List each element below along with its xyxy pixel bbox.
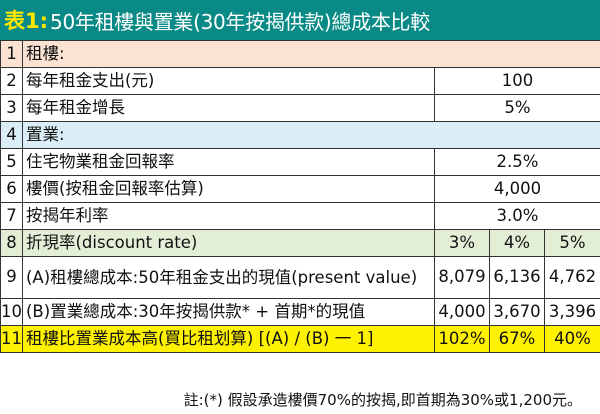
row-label: 按揭年利率: [22, 202, 435, 230]
row-label: 租樓比置業成本高(買比租划算) [(A) / (B) 一 1]: [22, 325, 435, 353]
cost-comparison-table: 1 租樓: 2 每年租金支出(元) 100 3 每年租金增長 5% 4 置業: …: [0, 40, 600, 353]
row-label: 每年租金支出(元): [22, 67, 435, 95]
row-label: 每年租金增長: [22, 94, 435, 122]
discount-rate-cell: 3%: [434, 229, 490, 257]
row-label: 住宅物業租金回報率: [22, 148, 435, 176]
title-text: 50年租樓與置業(30年按揭供款)總成本比較: [50, 9, 430, 34]
result-cell: 67%: [489, 325, 545, 353]
row-number: 11: [0, 325, 23, 353]
row-number: 10: [0, 298, 23, 326]
table-title: 表1: 50年租樓與置業(30年按揭供款)總成本比較: [0, 0, 600, 40]
row-number: 7: [0, 202, 23, 230]
value-cell: 3,396: [544, 298, 600, 326]
row-label: (A)租樓總成本:50年租金支出的現值(present value): [22, 256, 435, 299]
value-cell: 4,000: [434, 298, 490, 326]
table-row: 10 (B)置業總成本:30年按揭供款* + 首期*的現值 4,000 3,67…: [0, 298, 600, 326]
discount-rate-cell: 5%: [544, 229, 600, 257]
row-number: 8: [0, 229, 23, 257]
table-number: 表1:: [4, 9, 49, 33]
table-row: 2 每年租金支出(元) 100: [0, 67, 600, 95]
table-row: 11 租樓比置業成本高(買比租划算) [(A) / (B) 一 1] 102% …: [0, 325, 600, 353]
table-row: 6 樓價(按租金回報率估算) 4,000: [0, 175, 600, 203]
result-cell: 102%: [434, 325, 490, 353]
result-cell: 40%: [544, 325, 600, 353]
value-cell: 4,762: [544, 256, 600, 299]
row-value: 4,000: [434, 175, 600, 203]
row-number: 1: [0, 40, 23, 68]
row-number: 4: [0, 121, 23, 149]
row-value: 100: [434, 67, 600, 95]
row-value: 5%: [434, 94, 600, 122]
row-label: 樓價(按租金回報率估算): [22, 175, 435, 203]
row-number: 2: [0, 67, 23, 95]
value-cell: 3,670: [489, 298, 545, 326]
row-value: 2.5%: [434, 148, 600, 176]
section-header-rent: 租樓:: [22, 40, 600, 68]
row-number: 9: [0, 256, 23, 299]
value-cell: 6,136: [489, 256, 545, 299]
row-number: 6: [0, 175, 23, 203]
table-row: 4 置業:: [0, 121, 600, 149]
section-header-buy: 置業:: [22, 121, 600, 149]
row-number: 5: [0, 148, 23, 176]
row-label: (B)置業總成本:30年按揭供款* + 首期*的現值: [22, 298, 435, 326]
table-row: 7 按揭年利率 3.0%: [0, 202, 600, 230]
footnote: 註:(*) 假設承造樓價70%的按揭,即首期為30%或1,200元。: [183, 390, 582, 409]
row-number: 3: [0, 94, 23, 122]
row-label: 折現率(discount rate): [22, 229, 435, 257]
table-row: 1 租樓:: [0, 40, 600, 68]
row-value: 3.0%: [434, 202, 600, 230]
table-row: 9 (A)租樓總成本:50年租金支出的現值(present value) 8,0…: [0, 256, 600, 299]
table-row: 3 每年租金增長 5%: [0, 94, 600, 122]
discount-rate-cell: 4%: [489, 229, 545, 257]
table-row: 8 折現率(discount rate) 3% 4% 5%: [0, 229, 600, 257]
value-cell: 8,079: [434, 256, 490, 299]
table-row: 5 住宅物業租金回報率 2.5%: [0, 148, 600, 176]
